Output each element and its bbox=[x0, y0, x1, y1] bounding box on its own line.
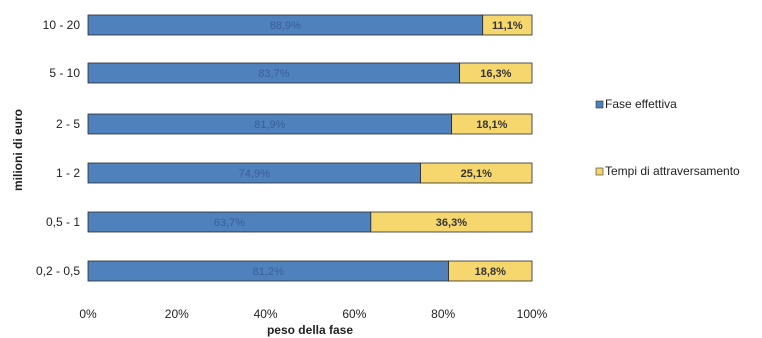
x-axis-ticks: 0% 20% 40% 60% 80% 100% bbox=[79, 307, 547, 321]
data-label-fase-effettiva-0-2-0-5: 81,2% bbox=[253, 266, 284, 278]
x-tick-label-3: 60% bbox=[342, 307, 366, 321]
x-tick-label-2: 40% bbox=[254, 307, 278, 321]
data-label-tempi-di-attraversamento-5-10: 16,3% bbox=[480, 68, 511, 80]
legend: Fase effettiva Tempi di attraversamento bbox=[595, 97, 740, 178]
bar-tempi-di-attraversamento-2-5 bbox=[451, 113, 533, 135]
x-tick-label-4: 80% bbox=[431, 307, 455, 321]
y-tick-label-10-20: 10 - 20 bbox=[43, 18, 81, 32]
data-label-fase-effettiva-10-20: 88,9% bbox=[270, 20, 301, 32]
bar-tempi-di-attraversamento-1-2 bbox=[420, 162, 533, 184]
bar-tempi-di-attraversamento-5-10 bbox=[459, 62, 533, 84]
data-label-tempi-di-attraversamento-1-2: 25,1% bbox=[461, 168, 492, 180]
data-label-tempi-di-attraversamento-0-5-1: 36,3% bbox=[436, 217, 467, 229]
legend-label-fase-effettiva: Fase effettiva bbox=[605, 97, 677, 111]
data-label-fase-effettiva-2-5: 81,9% bbox=[254, 119, 285, 131]
x-tick-label-1: 20% bbox=[165, 307, 189, 321]
legend-swatch-tempi-di-attraversamento bbox=[595, 167, 604, 176]
bar-tempi-di-attraversamento-10-20 bbox=[482, 14, 533, 36]
x-axis-title: peso della fase bbox=[267, 323, 353, 337]
legend-label-tempi-di-attraversamento: Tempi di attraversamento bbox=[605, 164, 740, 178]
bars-group: 88,9% 11,1% 83,7% 16,3% 81,9% 18,1% 74,9% 25,1%… bbox=[87, 14, 533, 282]
data-label-fase-effettiva-0-5-1: 63,7% bbox=[214, 217, 245, 229]
y-tick-label-1-2: 1 - 2 bbox=[56, 166, 80, 180]
y-tick-label-2-5: 2 - 5 bbox=[56, 117, 80, 131]
data-label-tempi-di-attraversamento-10-20: 11,1% bbox=[492, 20, 523, 32]
bar-tempi-di-attraversamento-0-5-1 bbox=[370, 211, 533, 233]
data-label-fase-effettiva-5-10: 83,7% bbox=[258, 68, 289, 80]
legend-swatch-fase-effettiva bbox=[595, 100, 604, 109]
y-axis-title: milioni di euro bbox=[11, 109, 25, 191]
y-tick-label-0-2-0-5: 0,2 - 0,5 bbox=[36, 264, 80, 278]
data-label-tempi-di-attraversamento-0-2-0-5: 18,8% bbox=[475, 266, 506, 278]
x-tick-label-0: 0% bbox=[79, 307, 97, 321]
x-tick-label-5: 100% bbox=[517, 307, 548, 321]
bar-tempi-di-attraversamento-0-2-0-5 bbox=[448, 260, 533, 282]
y-axis-categories: 10 - 20 5 - 10 2 - 5 1 - 2 0,5 - 1 0,2 - 0,5 bbox=[36, 18, 80, 278]
y-tick-label-5-10: 5 - 10 bbox=[49, 66, 80, 80]
y-tick-label-0-5-1: 0,5 - 1 bbox=[46, 215, 80, 229]
data-label-tempi-di-attraversamento-2-5: 18,1% bbox=[476, 119, 507, 131]
data-label-fase-effettiva-1-2: 74,9% bbox=[239, 168, 270, 180]
